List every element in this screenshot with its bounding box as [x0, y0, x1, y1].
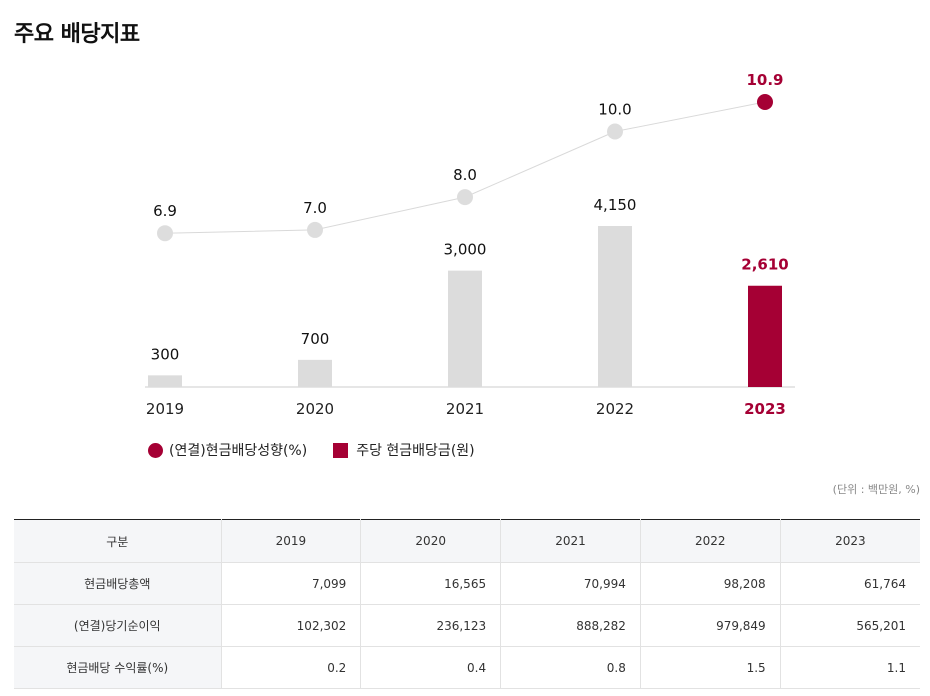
table-cell: 0.4	[360, 646, 501, 689]
legend-label-payout-ratio: (연결)현금배당성향(%)	[169, 443, 308, 459]
line-label-2021: 8.0	[453, 166, 477, 184]
line-point-2023	[757, 94, 773, 110]
table-header-row: 구분 2019 2020 2021 2022 2023	[14, 519, 920, 563]
dividend-table: 구분 2019 2020 2021 2022 2023 현금배당총액 7,099…	[14, 519, 920, 689]
line-label-2023: 10.9	[746, 71, 783, 89]
row-label-dividend-yield: 현금배당 수익률(%)	[14, 646, 221, 689]
table-header-2019: 2019	[220, 519, 361, 563]
x-tick-2021: 2021	[446, 400, 484, 418]
x-tick-2023: 2023	[744, 400, 786, 418]
table-cell: 236,123	[360, 604, 501, 647]
table-header-2021: 2021	[500, 519, 641, 563]
unit-note: (단위 : 백만원, %)	[832, 483, 920, 496]
table-cell: 16,565	[360, 562, 501, 605]
line-label-2020: 7.0	[303, 199, 327, 217]
line-point-2020	[307, 221, 323, 238]
x-tick-2022: 2022	[596, 400, 634, 418]
bar-2022	[598, 226, 632, 387]
table-cell: 61,764	[779, 562, 920, 605]
table-cell: 565,201	[779, 604, 920, 647]
row-label-total-dividend: 현금배당총액	[14, 562, 221, 605]
square-marker-icon	[333, 442, 349, 458]
dividend-chart: 300 2019 700 2020 3,000 2021 4,150 2022 2,610 202…	[145, 71, 795, 418]
table-cell: 0.8	[500, 646, 641, 689]
chart-legend: (연결)현금배당성향(%) 주당 현금배당금(원)	[148, 440, 501, 460]
line-point-2019	[157, 225, 173, 242]
table-cell: 98,208	[639, 562, 781, 605]
row-label-net-income: (연결)당기순이익	[14, 604, 221, 647]
table-cell: 979,849	[639, 604, 781, 647]
line-point-2022	[607, 123, 623, 140]
table-cell: 102,302	[220, 604, 361, 647]
table-cell: 1.5	[639, 646, 781, 689]
table-header-category: 구분	[14, 519, 221, 563]
legend-item-dividend-per-share: 주당 현금배당금(원)	[333, 440, 475, 460]
table-row: 현금배당 수익률(%) 0.2 0.4 0.8 1.5 1.1	[14, 646, 920, 689]
table-header-2023: 2023	[779, 519, 920, 563]
circle-marker-icon	[148, 442, 163, 458]
bar-label-2022: 4,150	[594, 196, 637, 214]
bar-2019	[148, 375, 182, 387]
table-row: 현금배당총액 7,099 16,565 70,994 98,208 61,764	[14, 562, 920, 605]
x-tick-2020: 2020	[296, 400, 334, 418]
line-point-2021	[457, 189, 473, 206]
legend-label-dividend-per-share: 주당 현금배당금(원)	[356, 443, 475, 459]
bar-label-2023: 2,610	[741, 256, 788, 274]
line-label-2022: 10.0	[598, 101, 631, 119]
table-header-2020: 2020	[360, 519, 501, 563]
table-cell: 70,994	[500, 562, 641, 605]
bar-label-2021: 3,000	[444, 241, 487, 259]
table-cell: 1.1	[779, 646, 920, 689]
legend-item-payout-ratio: (연결)현금배당성향(%)	[148, 440, 307, 460]
bar-2021	[448, 270, 482, 387]
bar-label-2019: 300	[151, 345, 180, 363]
table-cell: 888,282	[500, 604, 641, 647]
table-cell: 7,099	[220, 562, 361, 605]
page-title: 주요 배당지표	[14, 22, 140, 47]
bar-2023	[748, 285, 782, 387]
line-label-2019: 6.9	[153, 202, 177, 220]
bar-label-2020: 700	[301, 330, 330, 348]
x-tick-2019: 2019	[146, 400, 184, 418]
table-header-2022: 2022	[639, 519, 781, 563]
bar-2020	[298, 359, 332, 387]
table-cell: 0.2	[220, 646, 361, 689]
table-row: (연결)당기순이익 102,302 236,123 888,282 979,84…	[14, 604, 920, 647]
